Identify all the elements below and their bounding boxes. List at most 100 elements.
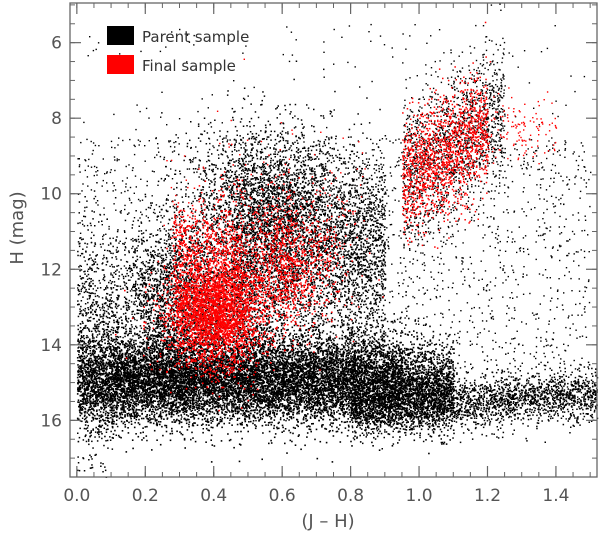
parent-sample-point [441, 341, 444, 344]
parent-sample-point [255, 338, 258, 341]
parent-sample-point [284, 366, 287, 368]
parent-sample-point [188, 400, 190, 402]
parent-sample-point [127, 404, 130, 406]
parent-sample-point [367, 386, 369, 388]
parent-sample-point [98, 386, 101, 389]
parent-sample-point [186, 402, 188, 404]
parent-sample-point [442, 412, 445, 415]
parent-sample-point [221, 404, 224, 407]
parent-sample-point [177, 409, 180, 412]
parent-sample-point [139, 400, 141, 402]
parent-sample-point [417, 352, 420, 354]
parent-sample-point [429, 435, 432, 437]
parent-sample-point [329, 424, 331, 426]
parent-sample-point [310, 364, 312, 366]
parent-sample-point [400, 348, 403, 350]
parent-sample-point [441, 365, 443, 367]
parent-sample-point [272, 375, 274, 377]
parent-sample-point [142, 383, 144, 385]
parent-sample-point [320, 375, 323, 378]
parent-sample-point [231, 411, 233, 413]
parent-sample-point [253, 403, 255, 405]
parent-sample-point [413, 355, 416, 358]
parent-sample-point [315, 393, 318, 396]
parent-sample-point [295, 405, 297, 408]
parent-sample-point [411, 420, 413, 422]
parent-sample-point [135, 405, 138, 407]
parent-sample-point [409, 357, 412, 360]
parent-sample-point [374, 378, 376, 380]
parent-sample-point [93, 374, 96, 377]
parent-sample-point [236, 386, 239, 389]
parent-sample-point [211, 342, 213, 345]
parent-sample-point [247, 384, 249, 387]
parent-sample-point [213, 367, 215, 370]
parent-sample-point [423, 393, 425, 395]
parent-sample-point [351, 370, 353, 373]
parent-sample-point [404, 428, 406, 431]
parent-sample-point [311, 371, 313, 373]
parent-sample-point [277, 406, 280, 408]
parent-sample-point [174, 404, 176, 406]
parent-sample-point [107, 395, 109, 398]
parent-sample-point [369, 376, 372, 378]
parent-sample-point [390, 355, 393, 357]
parent-sample-point [104, 375, 107, 378]
parent-sample-point [90, 386, 92, 389]
parent-sample-point [270, 442, 273, 444]
parent-sample-point [364, 386, 366, 389]
parent-sample-point [231, 405, 233, 407]
parent-sample-point [178, 411, 181, 413]
parent-sample-point [392, 387, 395, 390]
parent-sample-point [301, 359, 304, 362]
parent-sample-point [291, 359, 294, 362]
parent-sample-point [158, 399, 161, 402]
parent-sample-point [229, 399, 232, 401]
parent-sample-point [267, 375, 270, 377]
parent-sample-point [289, 384, 291, 386]
parent-sample-point [168, 352, 171, 355]
parent-sample-point [286, 387, 288, 389]
parent-sample-point [325, 441, 328, 444]
parent-sample-point [213, 412, 216, 415]
parent-sample-point [139, 415, 141, 417]
parent-sample-point [449, 385, 451, 387]
parent-sample-point [392, 345, 395, 347]
parent-sample-point [272, 412, 274, 414]
parent-sample-point [191, 397, 194, 399]
parent-sample-point [165, 430, 168, 433]
parent-sample-point [259, 400, 262, 402]
parent-sample-point [133, 417, 136, 419]
parent-sample-point [333, 410, 335, 412]
parent-sample-point [150, 399, 153, 401]
parent-sample-point [362, 381, 365, 383]
parent-sample-point [297, 380, 300, 383]
parent-sample-point [382, 381, 385, 383]
parent-sample-point [325, 370, 328, 373]
parent-sample-point [306, 364, 309, 367]
parent-sample-point [452, 367, 454, 369]
parent-sample-point [237, 346, 240, 348]
parent-sample-point [216, 412, 218, 415]
parent-sample-point [227, 433, 229, 435]
parent-sample-point [135, 410, 137, 412]
parent-sample-point [128, 421, 130, 424]
parent-sample-point [443, 434, 446, 436]
parent-sample-point [193, 422, 195, 424]
parent-sample-point [283, 351, 285, 354]
parent-sample-point [445, 372, 448, 374]
parent-sample-point [340, 431, 343, 434]
parent-sample-point [420, 406, 422, 408]
parent-sample-point [86, 377, 88, 379]
parent-sample-point [323, 403, 326, 406]
parent-sample-point [366, 419, 369, 421]
parent-sample-point [114, 429, 116, 432]
parent-sample-point [339, 387, 341, 390]
parent-sample-point [397, 442, 399, 444]
parent-sample-point [175, 402, 178, 404]
parent-sample-point [301, 350, 304, 353]
parent-sample-point [250, 409, 253, 412]
parent-sample-point [88, 376, 91, 378]
parent-sample-point [421, 414, 423, 416]
parent-sample-point [415, 383, 418, 385]
